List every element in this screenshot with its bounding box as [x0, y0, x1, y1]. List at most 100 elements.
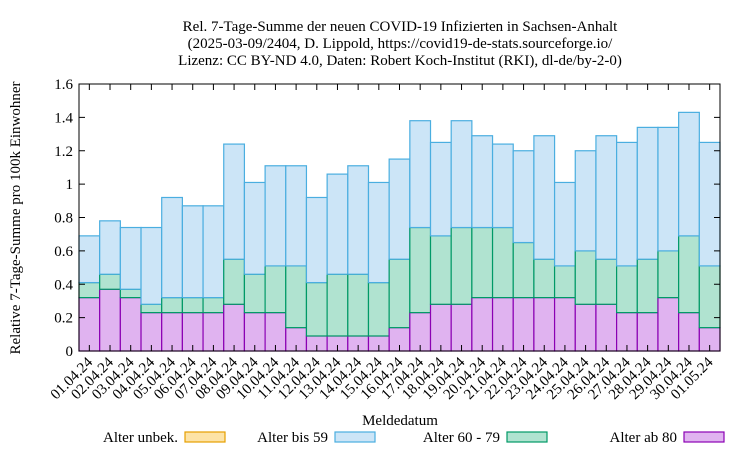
bar-alter-60-79-12-04-24 [305, 281, 328, 337]
bar-alter-60-79-01-04-24 [78, 281, 101, 299]
bar-alter-ab-80-22-04-24 [512, 297, 535, 352]
bar-alter-60-79-23-04-24 [533, 258, 556, 299]
legend-label-alter-unbek: Alter unbek. [103, 430, 178, 446]
bar-alter-60-79-27-04-24 [616, 265, 638, 314]
bar-alter-60-79-11-04-24 [285, 265, 308, 329]
bar-alter-bis-59-14-04-24 [347, 165, 370, 275]
bar-alter-60-79-18-04-24 [429, 235, 452, 305]
y-tick-label: 0.6 [54, 244, 73, 260]
bar-alter-ab-80-02-04-24 [99, 288, 121, 352]
bar-alter-bis-59-24-04-24 [553, 181, 576, 267]
bar-alter-bis-59-02-04-24 [99, 220, 121, 275]
legend-swatch-alter-60-79 [506, 431, 548, 443]
bars-layer [78, 111, 721, 352]
bar-alter-bis-59-01-05-24 [698, 141, 721, 267]
y-tick-label: 0.2 [54, 311, 73, 327]
y-tick-label: 1.2 [54, 144, 73, 160]
bar-alter-ab-80-24-04-24 [553, 297, 576, 352]
bar-alter-60-79-17-04-24 [409, 226, 432, 314]
bar-alter-bis-59-16-04-24 [388, 158, 411, 260]
bar-alter-60-79-29-04-24 [657, 250, 680, 299]
y-tick-label: 1.6 [54, 77, 73, 93]
bar-alter-bis-59-28-04-24 [636, 126, 659, 260]
x-axis-label: Meldedatum [362, 413, 438, 429]
bar-alter-60-79-21-04-24 [491, 226, 514, 299]
bar-alter-ab-80-26-04-24 [595, 303, 618, 352]
legend-label-alter-60-79: Alter 60 - 79 [423, 430, 500, 446]
bar-alter-60-79-01-05-24 [698, 265, 721, 329]
legend: Alter unbek. Alter bis 59 Alter 60 - 79 Alt… [103, 430, 725, 446]
bar-alter-bis-59-21-04-24 [491, 143, 514, 229]
bar-alter-60-79-26-04-24 [595, 258, 618, 305]
bar-alter-bis-59-09-04-24 [243, 181, 266, 275]
bar-alter-60-79-28-04-24 [636, 258, 659, 314]
bar-alter-bis-59-18-04-24 [429, 141, 452, 237]
bar-alter-60-79-05-04-24 [161, 297, 183, 314]
bar-alter-bis-59-23-04-24 [533, 135, 556, 260]
bar-alter-bis-59-01-04-24 [78, 235, 101, 284]
bar-alter-60-79-08-04-24 [223, 258, 246, 305]
bar-alter-60-79-22-04-24 [512, 241, 535, 299]
bar-alter-ab-80-25-04-24 [574, 303, 597, 352]
bar-alter-60-79-14-04-24 [347, 273, 370, 337]
y-tick-label: 1 [66, 177, 74, 193]
bar-alter-ab-80-01-04-24 [78, 297, 101, 352]
bar-alter-bis-59-25-04-24 [574, 150, 597, 252]
bar-alter-60-79-03-04-24 [119, 288, 142, 299]
y-tick-label: 0.8 [54, 211, 73, 227]
bar-alter-bis-59-22-04-24 [512, 150, 535, 244]
bar-alter-bis-59-06-04-24 [181, 205, 204, 299]
bar-alter-ab-80-20-04-24 [471, 297, 494, 352]
legend-label-alter-ab-80: Alter ab 80 [610, 430, 677, 446]
bar-alter-60-79-15-04-24 [367, 281, 390, 337]
legend-swatch-alter-ab-80 [683, 431, 725, 443]
bar-alter-60-79-10-04-24 [264, 265, 287, 314]
y-tick-label: 0 [66, 344, 74, 360]
bar-alter-bis-59-08-04-24 [223, 143, 246, 260]
bar-alter-bis-59-29-04-24 [657, 126, 680, 252]
bar-alter-bis-59-07-04-24 [202, 205, 225, 299]
bar-alter-bis-59-15-04-24 [367, 181, 390, 284]
bar-alter-bis-59-04-04-24 [140, 226, 163, 305]
bar-alter-60-79-16-04-24 [388, 258, 411, 329]
bar-alter-60-79-02-04-24 [99, 273, 121, 290]
bar-alter-60-79-13-04-24 [326, 273, 349, 337]
chart-title-line-3: Lizenz: CC BY-ND 4.0, Daten: Robert Koch… [178, 53, 622, 69]
y-tick-label: 0.4 [54, 277, 73, 293]
bar-alter-bis-59-03-04-24 [119, 226, 142, 290]
bar-alter-bis-59-17-04-24 [409, 120, 432, 229]
bar-alter-ab-80-18-04-24 [429, 303, 452, 352]
bar-alter-60-79-19-04-24 [450, 226, 473, 305]
bar-alter-ab-80-23-04-24 [533, 297, 556, 352]
bar-alter-bis-59-05-04-24 [161, 196, 183, 299]
bar-alter-60-79-30-04-24 [678, 235, 700, 314]
legend-swatch-alter-bis-59 [334, 431, 376, 443]
y-axis-label: Relative 7-Tage-Summe pro 100k Einwohner [8, 81, 24, 354]
bar-alter-ab-80-21-04-24 [491, 297, 514, 352]
legend-label-alter-bis-59: Alter bis 59 [257, 430, 328, 446]
bar-alter-60-79-20-04-24 [471, 226, 494, 299]
bar-alter-bis-59-10-04-24 [264, 165, 287, 267]
chart-title: Rel. 7-Tage-Summe der neuen COVID-19 Inf… [178, 19, 622, 69]
bar-alter-ab-80-29-04-24 [657, 297, 680, 352]
y-tick-label: 1.4 [54, 110, 73, 126]
legend-swatch-alter-unbek [184, 431, 226, 443]
chart-title-line-1: Rel. 7-Tage-Summe der neuen COVID-19 Inf… [183, 19, 618, 35]
bar-alter-60-79-07-04-24 [202, 297, 225, 314]
bar-alter-ab-80-19-04-24 [450, 303, 473, 352]
chart-title-line-2: (2025-03-09/2404, D. Lippold, https://co… [188, 36, 613, 52]
bar-alter-ab-80-08-04-24 [223, 303, 246, 352]
bar-alter-60-79-06-04-24 [181, 297, 204, 314]
bar-alter-60-79-04-04-24 [140, 303, 163, 314]
bar-alter-bis-59-11-04-24 [285, 165, 308, 267]
bar-alter-bis-59-20-04-24 [471, 135, 494, 229]
bar-alter-bis-59-27-04-24 [616, 141, 638, 267]
bar-alter-ab-80-03-04-24 [119, 297, 142, 352]
bar-alter-bis-59-26-04-24 [595, 135, 618, 260]
bar-alter-bis-59-19-04-24 [450, 120, 473, 229]
bar-alter-60-79-25-04-24 [574, 250, 597, 305]
bar-alter-bis-59-13-04-24 [326, 173, 349, 275]
bar-alter-60-79-09-04-24 [243, 273, 266, 314]
bar-alter-60-79-24-04-24 [553, 265, 576, 299]
